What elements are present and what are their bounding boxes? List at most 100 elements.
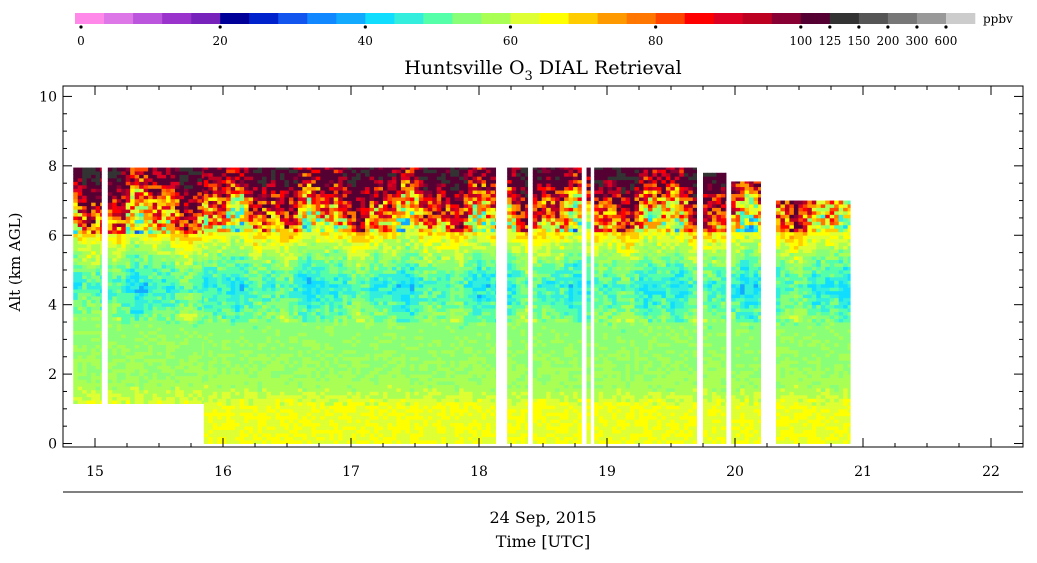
heatmap-cell xyxy=(311,176,317,181)
heatmap-cell xyxy=(266,290,272,295)
heatmap-cell xyxy=(203,415,209,420)
heatmap-cell xyxy=(311,429,317,434)
heatmap-cell xyxy=(297,266,303,271)
heatmap-cell xyxy=(329,283,335,288)
heatmap-cell xyxy=(179,334,185,339)
heatmap-cell xyxy=(235,276,241,281)
heatmap-cell xyxy=(244,172,249,177)
heatmap-cell xyxy=(333,207,339,212)
heatmap-cell xyxy=(365,335,370,340)
heatmap-cell xyxy=(152,223,158,227)
heatmap-cell xyxy=(130,375,136,380)
heatmap-cell xyxy=(152,247,158,252)
heatmap-cell xyxy=(170,396,176,401)
colorbar-swatch xyxy=(945,13,976,24)
heatmap-cell xyxy=(212,315,218,319)
heatmap-cell xyxy=(212,172,218,177)
heatmap-cell xyxy=(116,316,122,321)
heatmap-cell xyxy=(77,278,83,283)
heatmap-cell xyxy=(338,266,344,271)
heatmap-cell xyxy=(116,230,122,234)
heatmap-cell xyxy=(342,193,348,198)
heatmap-cell xyxy=(351,328,357,333)
heatmap-cell xyxy=(311,322,317,326)
heatmap-cell xyxy=(324,252,330,257)
heatmap-cell xyxy=(95,285,101,290)
heatmap-cell xyxy=(170,393,176,398)
heatmap-cell xyxy=(347,242,353,247)
heatmap-cell xyxy=(356,252,361,257)
heatmap-cell xyxy=(235,217,241,222)
heatmap-cell xyxy=(275,167,281,170)
heatmap-cell xyxy=(329,256,335,260)
heatmap-cell xyxy=(315,387,321,392)
heatmap-cell xyxy=(266,263,272,267)
heatmap-cell xyxy=(208,308,214,313)
heatmap-cell xyxy=(125,358,131,363)
heatmap-cell xyxy=(293,186,299,191)
heatmap-cell xyxy=(230,273,236,278)
heatmap-cell xyxy=(266,349,272,354)
heatmap-cell xyxy=(73,243,79,248)
heatmap-cell xyxy=(338,273,344,278)
heatmap-cell xyxy=(107,330,113,335)
heatmap-cell xyxy=(244,349,249,354)
heatmap-cell xyxy=(100,361,102,366)
heatmap-cell xyxy=(203,290,209,295)
heatmap-cell xyxy=(351,221,357,226)
heatmap-cell xyxy=(230,315,236,319)
heatmap-cell xyxy=(226,322,232,326)
heatmap-cell xyxy=(306,391,312,396)
heatmap-cell xyxy=(116,184,122,189)
heatmap-cell xyxy=(226,419,232,424)
heatmap-cell xyxy=(183,302,189,307)
heatmap-cell xyxy=(116,386,122,391)
heatmap-cell xyxy=(293,429,299,434)
heatmap-cell xyxy=(112,344,118,349)
heatmap-cell xyxy=(302,276,308,281)
heatmap-cell xyxy=(73,306,79,311)
heatmap-cell xyxy=(311,179,317,184)
heatmap-cell xyxy=(77,316,83,321)
heatmap-cell xyxy=(139,257,145,262)
heatmap-cell xyxy=(121,275,127,280)
heatmap-cell xyxy=(271,332,276,337)
heatmap-cell xyxy=(116,365,122,370)
heatmap-cell xyxy=(152,330,158,335)
heatmap-cell xyxy=(302,249,308,254)
heatmap-cell xyxy=(203,193,209,198)
heatmap-cell xyxy=(166,243,171,248)
heatmap-cell xyxy=(262,266,267,271)
heatmap-cell xyxy=(239,328,245,333)
heatmap-cell xyxy=(197,341,203,345)
heatmap-cell xyxy=(311,276,317,281)
heatmap-cell xyxy=(302,221,308,226)
heatmap-cell xyxy=(306,287,312,292)
heatmap-cell xyxy=(360,193,366,198)
heatmap-cell xyxy=(148,257,153,262)
heatmap-cell xyxy=(320,349,326,354)
heatmap-cell xyxy=(130,309,136,314)
heatmap-cell xyxy=(192,330,198,335)
heatmap-cell xyxy=(239,436,245,441)
heatmap-cell xyxy=(192,202,198,207)
heatmap-cell xyxy=(197,174,203,179)
heatmap-cell xyxy=(91,250,97,255)
heatmap-cell xyxy=(324,335,330,340)
heatmap-cell xyxy=(148,334,153,339)
heatmap-cell xyxy=(107,226,113,231)
heatmap-cell xyxy=(116,195,122,200)
heatmap-cell xyxy=(166,313,171,318)
heatmap-cell xyxy=(320,238,326,243)
heatmap-cell xyxy=(248,179,254,184)
heatmap-cell xyxy=(338,210,344,215)
heatmap-cell xyxy=(248,363,254,368)
heatmap-cell xyxy=(221,214,227,219)
heatmap-cell xyxy=(338,204,344,208)
heatmap-cell xyxy=(266,335,272,340)
heatmap-cell xyxy=(188,386,194,391)
heatmap-cell xyxy=(166,233,171,238)
heatmap-cell xyxy=(82,302,88,307)
heatmap-cell xyxy=(192,361,198,366)
heatmap-cell xyxy=(230,197,236,201)
